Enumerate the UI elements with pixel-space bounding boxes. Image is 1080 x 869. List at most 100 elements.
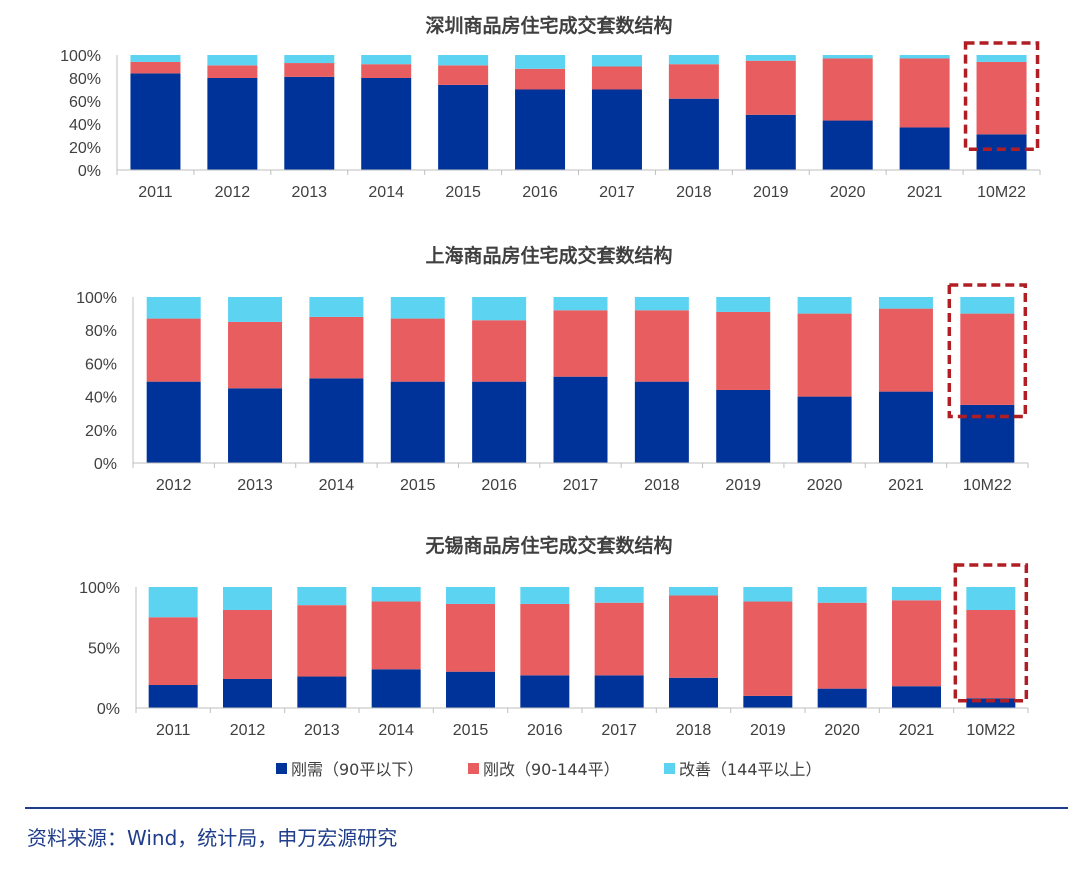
bar-gangxu-2016: [520, 675, 570, 708]
bar-ganggai-2011: [130, 61, 181, 74]
chart-title: 深圳商品房住宅成交套数结构: [425, 14, 672, 37]
bar-gangxu-2013: [284, 76, 335, 170]
y-axis: 0% 20% 40% 60% 80% 100%: [76, 290, 134, 473]
bar-gaishan-2013: [297, 587, 347, 606]
bar-gaishan-2012: [207, 55, 258, 66]
x-tick-label: 2018: [676, 184, 712, 201]
bar-ganggai-2021: [878, 308, 933, 392]
y-tick-label: 20%: [69, 140, 101, 157]
x-tick-label: 2012: [215, 184, 251, 201]
bar-gangxu-2016: [515, 89, 566, 170]
x-tick-label: 2016: [481, 477, 517, 494]
bar-gaishan-2016: [472, 297, 527, 321]
bar-group: [146, 297, 1015, 463]
x-tick-label: 2014: [368, 184, 404, 201]
bar-gaishan-2018: [634, 297, 689, 311]
legend-swatch-gangxu: [276, 763, 287, 774]
x-tick-label: 2021: [899, 722, 935, 739]
bar-ganggai-2017: [591, 66, 642, 90]
bar-gaishan-2014: [361, 55, 412, 65]
x-tick-label: 2015: [453, 722, 489, 739]
bar-ganggai-10M22: [976, 61, 1027, 135]
shanghai-chart: 上海商品房住宅成交套数结构 0%20%40%60%80%100% 2012 201…: [76, 244, 1029, 494]
x-tick-label: 2021: [888, 477, 924, 494]
x-tick-label: 2014: [378, 722, 414, 739]
bar-ganggai-2012: [207, 65, 258, 78]
bar-gangxu-2021: [878, 391, 933, 463]
x-tick-label: 2016: [527, 722, 563, 739]
x-tick-label: 2018: [644, 477, 680, 494]
bar-gaishan-2019: [745, 55, 796, 61]
x-tick-label: 2017: [601, 722, 637, 739]
x-tick-label: 2018: [676, 722, 712, 739]
y-tick-label: 20%: [85, 423, 117, 440]
x-tick-label: 2013: [304, 722, 340, 739]
bar-gaishan-2017: [591, 55, 642, 67]
bar-ganggai-10M22: [966, 609, 1016, 699]
bar-gaishan-2012: [223, 587, 272, 610]
bar-gaishan-10M22: [976, 55, 1027, 62]
bar-ganggai-2016: [520, 603, 570, 676]
bar-gaishan-2014: [371, 587, 421, 602]
y-tick-label: 0%: [78, 163, 101, 180]
x-tick-label: 2011: [156, 722, 191, 739]
bar-group: [130, 55, 1027, 170]
bar-gangxu-2012: [146, 381, 201, 463]
y-tick-label: 80%: [85, 323, 117, 340]
highlight-frame-10M22: [947, 283, 1028, 419]
bar-gangxu-2020: [817, 688, 867, 708]
bar-gangxu-2018: [634, 381, 689, 463]
bar-gaishan-2021: [892, 587, 941, 601]
y-tick-label: 40%: [69, 117, 101, 134]
bar-ganggai-2013: [284, 63, 335, 77]
bar-gangxu-2012: [207, 78, 258, 170]
bar-ganggai-2012: [146, 318, 201, 382]
x-axis: 2011 2012 2013 2014 2015 2016 2017 2018 2019 2020…: [135, 707, 1029, 739]
bar-ganggai-10M22: [960, 313, 1015, 405]
y-tick-label: 40%: [85, 390, 117, 407]
x-tick-label: 2011: [138, 184, 173, 201]
x-tick-label: 2020: [830, 184, 866, 201]
bar-gaishan-2018: [668, 55, 719, 65]
bar-gaishan-2020: [797, 297, 852, 314]
bar-ganggai-2020: [822, 58, 873, 121]
x-tick-label: 10M22: [966, 722, 1015, 739]
x-tick-label: 2012: [230, 722, 266, 739]
x-tick-label: 2015: [445, 184, 481, 201]
bar-gangxu-2015: [438, 84, 489, 170]
bar-gangxu-2019: [745, 114, 796, 170]
bar-gaishan-2017: [553, 297, 608, 311]
x-tick-label: 2013: [237, 477, 273, 494]
y-tick-label: 60%: [85, 356, 117, 373]
bar-ganggai-2011: [148, 617, 198, 686]
bar-gaishan-2019: [716, 297, 771, 312]
bar-gangxu-2014: [309, 378, 364, 463]
bar-gangxu-10M22: [960, 404, 1015, 463]
bar-gangxu-10M22: [966, 698, 1016, 708]
bar-ganggai-2014: [361, 64, 412, 78]
bar-gangxu-2011: [130, 73, 181, 170]
bar-gaishan-2016: [515, 55, 566, 69]
bar-gaishan-2011: [148, 587, 198, 618]
bar-gangxu-2020: [822, 120, 873, 170]
bar-ganggai-2014: [371, 601, 421, 670]
legend: 刚需（90平以下） 刚改（90-144平） 改善（144平以上）: [276, 760, 822, 779]
x-tick-label: 2020: [807, 477, 843, 494]
y-tick-label: 100%: [79, 580, 120, 597]
bar-ganggai-2020: [817, 602, 867, 689]
x-tick-label: 2015: [400, 477, 436, 494]
x-tick-label: 2020: [824, 722, 860, 739]
bar-gangxu-2017: [591, 89, 642, 170]
bar-gaishan-2015: [438, 55, 489, 66]
bar-ganggai-2013: [228, 321, 283, 389]
bar-gaishan-2014: [309, 297, 364, 317]
y-tick-label: 0%: [97, 701, 120, 718]
bar-gangxu-2019: [743, 695, 793, 708]
bar-gaishan-2017: [594, 587, 644, 603]
bar-gangxu-2015: [446, 671, 495, 708]
bar-gangxu-2015: [390, 381, 445, 463]
bar-ganggai-2015: [446, 603, 495, 672]
bar-gaishan-2020: [817, 587, 867, 603]
bar-ganggai-2013: [297, 605, 347, 677]
x-tick-label: 2019: [750, 722, 786, 739]
